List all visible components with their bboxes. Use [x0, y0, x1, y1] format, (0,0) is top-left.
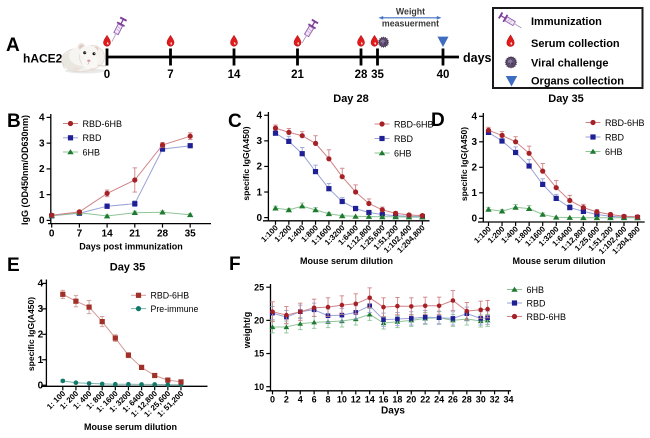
svg-text:measuerment: measuerment: [382, 19, 439, 29]
svg-text:28: 28: [462, 395, 472, 405]
svg-text:hACE2: hACE2: [23, 52, 63, 66]
svg-text:10: 10: [254, 382, 264, 392]
svg-text:32: 32: [490, 395, 500, 405]
svg-text:Mouse serum dilution: Mouse serum dilution: [84, 422, 177, 432]
svg-text:0: 0: [49, 229, 55, 240]
svg-text:Day 28: Day 28: [333, 93, 368, 105]
svg-text:RBD-6HB: RBD-6HB: [83, 119, 123, 129]
svg-text:RBD: RBD: [394, 134, 414, 144]
svg-text:1: 1: [39, 190, 45, 201]
svg-text:specific IgG(A450): specific IgG(A450): [26, 297, 36, 371]
svg-text:14: 14: [228, 69, 241, 81]
svg-text:B: B: [7, 111, 21, 132]
svg-text:35: 35: [185, 229, 197, 240]
svg-text:3: 3: [256, 136, 262, 147]
svg-text:8: 8: [325, 395, 330, 405]
svg-text:15: 15: [254, 349, 264, 359]
svg-text:1: 1: [256, 187, 262, 198]
svg-text:2: 2: [284, 395, 289, 405]
svg-text:RBD-6HB: RBD-6HB: [394, 119, 434, 129]
svg-text:weight/g: weight/g: [242, 312, 252, 350]
svg-text:12: 12: [351, 395, 361, 405]
svg-text:0: 0: [38, 381, 44, 392]
svg-text:Viral challenge: Viral challenge: [531, 58, 608, 70]
svg-text:RBD: RBD: [83, 133, 103, 143]
svg-text:0: 0: [39, 216, 45, 227]
svg-text:4: 4: [39, 113, 45, 124]
svg-text:4: 4: [471, 112, 477, 123]
svg-text:40: 40: [437, 69, 450, 81]
svg-text:3: 3: [471, 137, 477, 148]
svg-text:RBD-6HB: RBD-6HB: [605, 118, 645, 128]
svg-text:RBD: RBD: [605, 132, 625, 142]
svg-text:A: A: [6, 35, 20, 56]
svg-text:D: D: [431, 110, 445, 131]
svg-text:2: 2: [38, 330, 44, 341]
svg-text:Day 35: Day 35: [548, 93, 583, 105]
svg-text:Mouse serum dilution: Mouse serum dilution: [512, 256, 605, 266]
svg-text:specific IgG(A450): specific IgG(A450): [459, 127, 469, 201]
svg-text:Serum collection: Serum collection: [531, 38, 620, 50]
svg-text:3: 3: [38, 304, 44, 315]
svg-text:F: F: [229, 254, 241, 275]
svg-text:C: C: [228, 111, 242, 132]
svg-text:7: 7: [167, 69, 173, 81]
svg-text:days: days: [463, 51, 492, 65]
svg-text:0: 0: [270, 395, 275, 405]
svg-text:21: 21: [129, 229, 141, 240]
svg-text:6HB: 6HB: [527, 285, 545, 295]
svg-text:RBD-6HB: RBD-6HB: [151, 291, 190, 301]
svg-text:6HB: 6HB: [83, 147, 101, 157]
svg-text:10: 10: [337, 395, 347, 405]
svg-text:1: 1: [38, 355, 44, 366]
svg-text:14: 14: [365, 395, 375, 405]
svg-text:Days post immunization: Days post immunization: [79, 242, 183, 252]
svg-text:20: 20: [406, 395, 416, 405]
svg-text:21: 21: [291, 69, 304, 81]
svg-text:2: 2: [471, 163, 477, 174]
svg-text:2: 2: [39, 164, 45, 175]
svg-text:0: 0: [104, 69, 110, 81]
svg-text:24: 24: [434, 395, 444, 405]
svg-text:20: 20: [254, 316, 264, 326]
svg-text:0: 0: [256, 213, 262, 224]
svg-text:14: 14: [102, 229, 114, 240]
svg-text:0: 0: [471, 214, 477, 225]
svg-text:Days: Days: [381, 406, 405, 417]
svg-text:6HB: 6HB: [394, 148, 412, 158]
svg-text:25: 25: [254, 282, 264, 292]
svg-text:18: 18: [392, 395, 402, 405]
svg-text:Mouse serum dilution: Mouse serum dilution: [300, 256, 393, 266]
svg-text:28: 28: [355, 69, 368, 81]
svg-text:RBD: RBD: [527, 298, 547, 308]
svg-text:16: 16: [378, 395, 388, 405]
svg-text:4: 4: [256, 111, 262, 122]
svg-text:22: 22: [420, 395, 430, 405]
svg-text:3: 3: [39, 139, 45, 150]
svg-text:Day 35: Day 35: [110, 262, 145, 274]
svg-text:26: 26: [448, 395, 458, 405]
svg-text:RBD-6HB: RBD-6HB: [527, 312, 567, 322]
svg-text:IgG (OD450nm/OD630nm): IgG (OD450nm/OD630nm): [20, 115, 30, 225]
svg-text:Organs collection: Organs collection: [531, 76, 624, 88]
svg-text:Immunization: Immunization: [531, 16, 602, 28]
svg-text:4: 4: [38, 279, 44, 290]
svg-text:Pre-immune: Pre-immune: [151, 304, 199, 314]
svg-text:6: 6: [312, 395, 317, 405]
svg-text:34: 34: [503, 395, 513, 405]
svg-text:6HB: 6HB: [605, 147, 623, 157]
svg-text:7: 7: [77, 229, 83, 240]
svg-text:30: 30: [476, 395, 486, 405]
svg-text:Weight: Weight: [396, 7, 425, 17]
svg-text:E: E: [7, 255, 20, 276]
svg-text:4: 4: [298, 395, 303, 405]
svg-text:2: 2: [256, 162, 262, 173]
svg-text:28: 28: [157, 229, 169, 240]
svg-text:1: 1: [471, 188, 477, 199]
svg-text:specific IgG(A450): specific IgG(A450): [241, 126, 251, 200]
svg-text:35: 35: [371, 69, 384, 81]
